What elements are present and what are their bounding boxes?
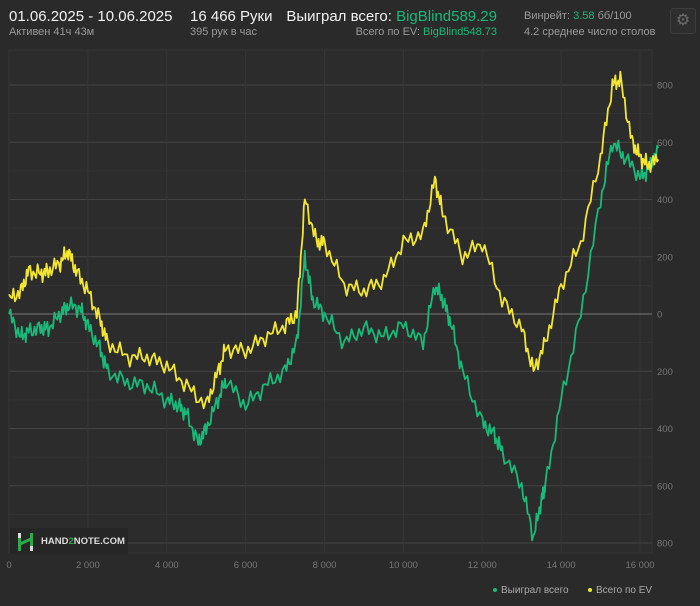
legend-item-won[interactable]: Выиграл всего xyxy=(493,585,569,596)
plot-area xyxy=(8,49,653,554)
y-tick-label: 600 xyxy=(657,138,673,149)
won-total: Выиграл всего: BigBlind589.29 xyxy=(286,8,497,25)
won-value: BigBlind589.29 xyxy=(396,8,497,25)
chart: 0 2 000 4 000 6 000 8 000 10 000 12 000 14 000 1… xyxy=(6,49,673,571)
x-tick-label: 0 xyxy=(6,560,11,571)
active-time: Активен 41ч 43м xyxy=(9,26,95,38)
logo-icon xyxy=(18,533,33,551)
logo-text: HAND2NOTE.COM xyxy=(41,536,125,547)
x-tick-label: 14 000 xyxy=(547,560,576,571)
winrate-label: Винрейт: xyxy=(524,10,571,22)
won-label: Выиграл всего: xyxy=(286,8,392,25)
y-tick-label: 800 xyxy=(657,539,673,550)
legend-item-ev[interactable]: Всего по EV xyxy=(588,585,652,596)
x-tick-label: 6 000 xyxy=(234,560,258,571)
x-tick-label: 16 000 xyxy=(625,560,654,571)
avg-tables: 4.2 среднее число столов xyxy=(524,26,656,38)
series-line-ev xyxy=(8,70,660,410)
x-tick-label: 2 000 xyxy=(76,560,100,571)
x-tick-label: 8 000 xyxy=(313,560,337,571)
series-line-won xyxy=(8,139,660,542)
settings-button[interactable]: ⚙ xyxy=(670,8,696,34)
y-tick-label: 200 xyxy=(657,367,673,378)
winrate: Винрейт: 3.58 бб/100 xyxy=(524,10,632,22)
x-tick-label: 10 000 xyxy=(389,560,418,571)
y-tick-label: 400 xyxy=(657,195,673,206)
gear-icon: ⚙ xyxy=(675,12,691,29)
y-tick-label: 600 xyxy=(657,481,673,492)
x-tick-label: 4 000 xyxy=(155,560,179,571)
y-tick-label: 400 xyxy=(657,424,673,435)
hands-count: 16 466 Руки xyxy=(190,8,273,25)
winrate-unit: бб/100 xyxy=(597,10,632,22)
y-tick-label: 800 xyxy=(657,81,673,92)
ev-total: Всего по EV: BigBlind548.73 xyxy=(356,26,497,38)
legend-dot-won xyxy=(493,588,497,593)
legend-dot-ev xyxy=(588,588,592,593)
y-tick-label: 200 xyxy=(657,252,673,263)
hands-per-hour: 395 рук в час xyxy=(190,26,258,38)
date-range: 01.06.2025 - 10.06.2025 xyxy=(9,8,173,25)
y-tick-label: 0 xyxy=(657,310,662,321)
ev-value: BigBlind548.73 xyxy=(422,26,497,38)
hand2note-logo: HAND2NOTE.COM xyxy=(10,528,128,554)
x-tick-label: 12 000 xyxy=(468,560,497,571)
ev-label: Всего по EV: xyxy=(355,26,420,38)
winrate-value: 3.58 xyxy=(573,10,595,22)
